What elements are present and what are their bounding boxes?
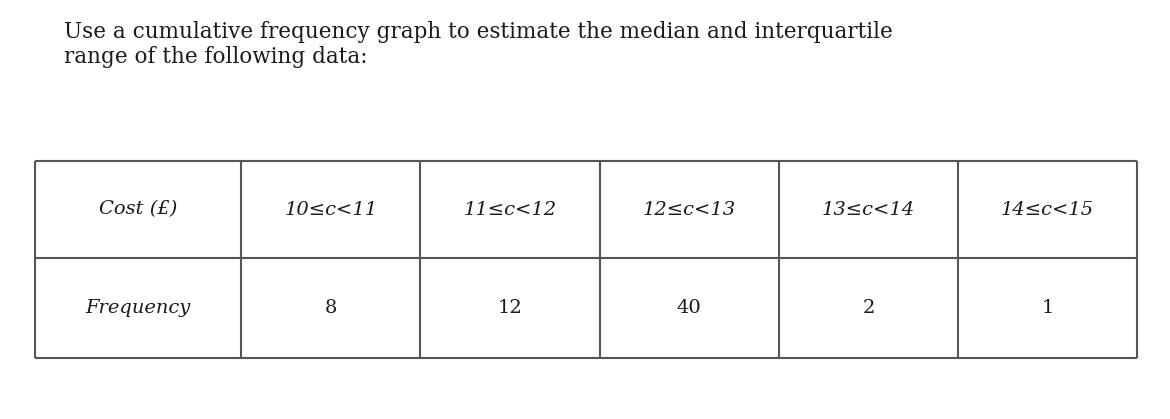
Text: 13≤c<14: 13≤c<14 bbox=[821, 201, 915, 218]
Text: Frequency: Frequency bbox=[85, 299, 191, 317]
Text: 40: 40 bbox=[676, 299, 702, 317]
Text: 2: 2 bbox=[862, 299, 875, 317]
Text: 12≤c<13: 12≤c<13 bbox=[642, 201, 736, 218]
Text: Use a cumulative frequency graph to estimate the median and interquartile
range : Use a cumulative frequency graph to esti… bbox=[64, 21, 893, 68]
Text: 10≤c<11: 10≤c<11 bbox=[284, 201, 378, 218]
Text: Cost (£): Cost (£) bbox=[99, 201, 178, 218]
Text: 1: 1 bbox=[1041, 299, 1054, 317]
Text: 12: 12 bbox=[497, 299, 522, 317]
Text: 8: 8 bbox=[324, 299, 337, 317]
Text: 11≤c<12: 11≤c<12 bbox=[463, 201, 557, 218]
Text: 14≤c<15: 14≤c<15 bbox=[1002, 201, 1094, 218]
